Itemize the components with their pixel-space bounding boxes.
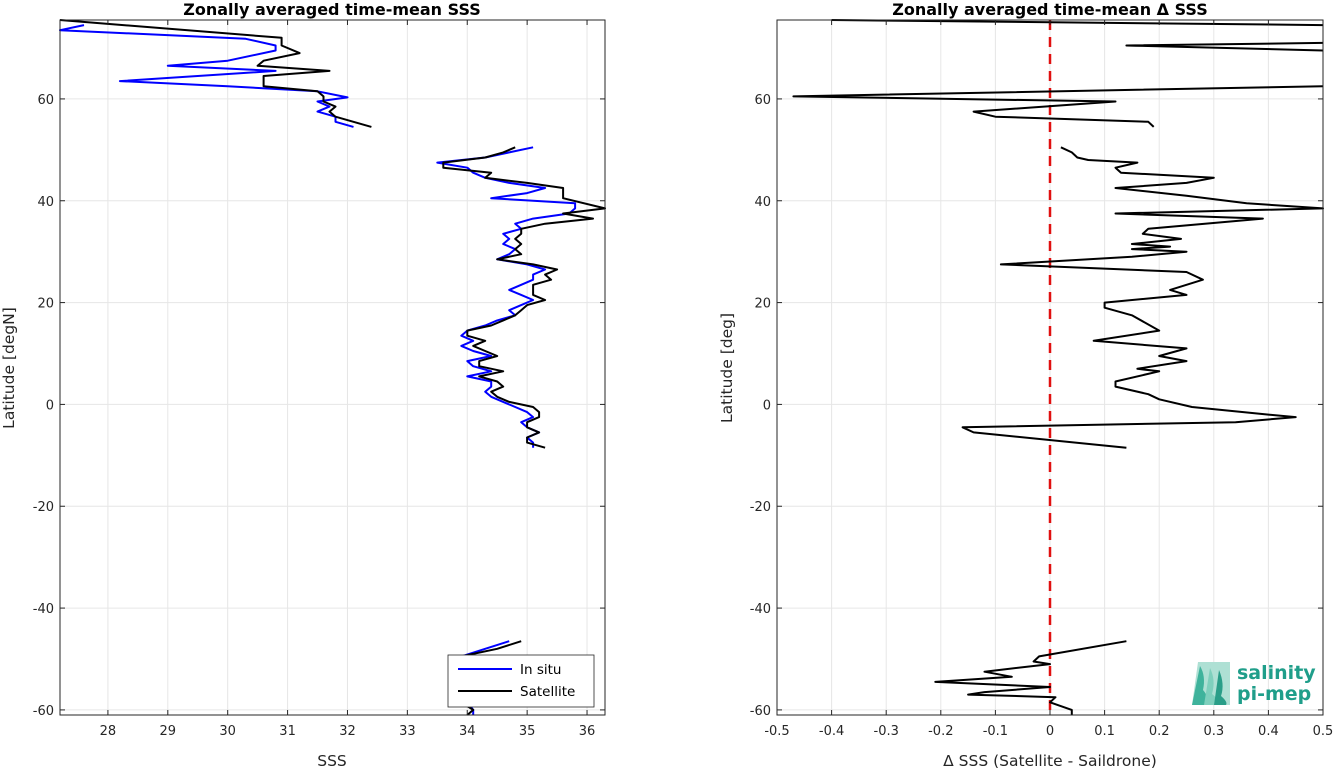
sss-xtick-label: 33	[399, 724, 416, 739]
delta-xlabel: Δ SSS (Satellite - Saildrone)	[943, 752, 1157, 769]
sss-ytick-label: 0	[46, 398, 54, 413]
delta-xtick-label: 0.3	[1203, 724, 1224, 739]
delta-lines	[792, 19, 1324, 715]
sss-grid	[60, 20, 605, 715]
delta-line-series-segment-4	[934, 640, 1127, 715]
delta-xtick-label: -0.5	[764, 724, 789, 739]
delta-xtick-label: 0	[1046, 724, 1054, 739]
sss-line-in-situ-segment-0	[59, 24, 354, 128]
sss-ylabel: Latitude [degN]	[0, 307, 18, 429]
delta-ylabel: Latitude [deg]	[718, 313, 736, 423]
legend-label-satellite: Satellite	[520, 684, 575, 700]
sss-xtick-label: 36	[579, 724, 596, 739]
logo-mark-icon	[1192, 662, 1230, 705]
sss-line-satellite-segment-1	[442, 146, 606, 449]
sss-xtick-label: 32	[339, 724, 356, 739]
delta-ytick-label: 20	[754, 297, 771, 312]
legend: In situ Satellite	[447, 654, 595, 708]
delta-xtick-label: 0.5	[1313, 724, 1334, 739]
sss-xtick-label: 31	[279, 724, 296, 739]
delta-xtick-label: 0.4	[1258, 724, 1279, 739]
delta-ytick-label: -40	[750, 602, 771, 617]
sss-xlabel: SSS	[317, 752, 347, 769]
delta-title: Zonally averaged time-mean Δ SSS	[892, 0, 1208, 19]
sss-ytick-label: 40	[37, 195, 54, 210]
delta-ytick-label: -20	[750, 500, 771, 515]
sss-ytick-label: 60	[37, 93, 54, 108]
sss-axes-box	[59, 19, 606, 716]
salinity-pi-mep-logo: salinity pi-mep	[1192, 662, 1316, 705]
sss-xtick-label: 28	[100, 724, 117, 739]
delta-sss-panel: -0.5 -0.4 -0.3 -0.2 -0.1 0 0.1 0.2 0.3 0.4 0.5 -60 -…	[718, 0, 1333, 769]
delta-xtick-label: 0.2	[1149, 724, 1170, 739]
delta-ytick-label: 0	[763, 398, 771, 413]
sss-ticks: 28 29 30 31 32 33 34 35 36 -60 -40 -20 0 20 40 60	[33, 20, 605, 739]
logo-text-pi-mep: pi-mep	[1237, 683, 1311, 705]
delta-xtick-label: -0.2	[928, 724, 953, 739]
sss-xtick-label: 35	[519, 724, 536, 739]
sss-line-satellite-segment-0	[59, 19, 372, 128]
delta-xtick-label: -0.4	[819, 724, 844, 739]
delta-ticks: -0.5 -0.4 -0.3 -0.2 -0.1 0 0.1 0.2 0.3 0.4 0.5 -60 -…	[750, 20, 1334, 739]
delta-line-series-segment-0	[831, 19, 1324, 27]
sss-panel: 28 29 30 31 32 33 34 35 36 -60 -40 -20 0 20 40 60 Zonal…	[0, 0, 606, 769]
sss-plot-area	[60, 20, 605, 715]
sss-line-in-situ-segment-1	[436, 146, 577, 448]
delta-line-series-segment-2	[792, 85, 1324, 128]
legend-label-in-situ: In situ	[520, 662, 561, 678]
sss-xtick-label: 29	[160, 724, 177, 739]
sss-xtick-label: 30	[219, 724, 236, 739]
delta-ytick-label: 40	[754, 195, 771, 210]
sss-title: Zonally averaged time-mean SSS	[183, 0, 481, 19]
sss-xtick-label: 34	[459, 724, 476, 739]
sss-ytick-label: -40	[33, 602, 54, 617]
legend-box	[447, 654, 595, 708]
delta-line-series-segment-1	[1125, 41, 1324, 52]
sss-ytick-label: -20	[33, 500, 54, 515]
sss-ytick-label: -60	[33, 704, 54, 719]
delta-xtick-label: 0.1	[1094, 724, 1115, 739]
logo-text-salinity: salinity	[1237, 662, 1316, 684]
delta-ytick-label: -60	[750, 704, 771, 719]
delta-xtick-label: -0.1	[983, 724, 1008, 739]
delta-xtick-label: -0.3	[874, 724, 899, 739]
delta-ytick-label: 60	[754, 93, 771, 108]
delta-line-series-segment-3	[961, 146, 1324, 449]
sss-ytick-label: 20	[37, 297, 54, 312]
